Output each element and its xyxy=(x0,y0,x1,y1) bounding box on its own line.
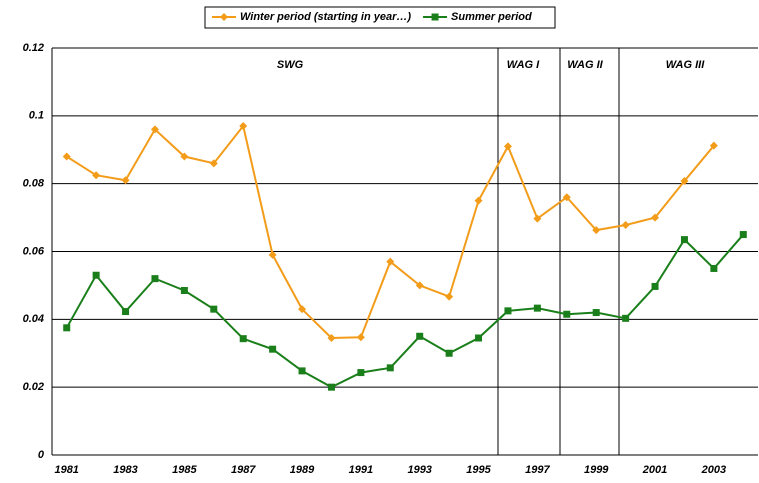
data-point xyxy=(563,310,571,318)
data-point xyxy=(121,176,130,185)
legend-label: Summer period xyxy=(451,11,532,23)
data-point xyxy=(298,367,306,375)
series xyxy=(62,122,718,342)
data-point xyxy=(533,214,542,223)
legend-label: Winter period (starting in year…) xyxy=(240,11,411,23)
data-point xyxy=(445,349,453,357)
data-point xyxy=(150,125,159,134)
x-tick-label: 1995 xyxy=(466,464,491,476)
legend-box xyxy=(204,6,556,29)
data-point xyxy=(416,332,424,340)
data-point xyxy=(445,292,454,301)
data-point xyxy=(533,304,541,312)
data-point xyxy=(503,142,512,151)
legend-marker xyxy=(431,13,439,21)
data-point xyxy=(180,287,188,295)
data-point xyxy=(327,383,335,391)
x-tick-label: 2001 xyxy=(642,464,667,476)
y-tick-label: 0.1 xyxy=(29,110,44,122)
data-point xyxy=(592,309,600,317)
data-point xyxy=(63,324,71,332)
y-tick-label: 0.08 xyxy=(23,178,45,190)
y-tick-label: 0 xyxy=(38,449,45,461)
data-point xyxy=(298,305,307,314)
data-point xyxy=(92,271,100,279)
y-tick-label: 0.04 xyxy=(23,313,44,325)
data-point xyxy=(710,264,718,272)
data-point xyxy=(180,152,189,161)
legend-item: Winter period (starting in year…) xyxy=(212,11,411,23)
y-tick-label: 0.02 xyxy=(23,381,44,393)
data-point xyxy=(651,282,659,290)
x-tick-label: 1987 xyxy=(231,464,256,476)
period-label: WAG I xyxy=(507,59,540,71)
data-point xyxy=(269,345,277,353)
data-point xyxy=(268,250,277,259)
y-tick-label: 0.12 xyxy=(23,42,44,54)
data-point xyxy=(621,221,630,230)
data-point xyxy=(239,122,248,131)
data-point xyxy=(357,369,365,377)
x-tick-label: 1999 xyxy=(584,464,609,476)
data-point xyxy=(327,333,336,342)
data-point xyxy=(651,213,660,222)
legend-marker xyxy=(220,13,228,21)
legend-item: Summer period xyxy=(423,11,532,23)
data-point xyxy=(239,335,247,343)
data-point xyxy=(622,314,630,322)
x-tick-label: 1991 xyxy=(349,464,373,476)
data-point xyxy=(592,226,601,235)
data-point xyxy=(504,307,512,315)
data-point xyxy=(415,281,424,290)
data-point xyxy=(210,305,218,313)
data-point xyxy=(680,236,688,244)
data-point xyxy=(209,159,218,168)
data-point xyxy=(151,275,159,283)
x-tick-label: 1989 xyxy=(290,464,315,476)
data-point xyxy=(680,176,689,185)
period-label: WAG II xyxy=(567,59,603,71)
x-tick-label: 1981 xyxy=(54,464,78,476)
data-point xyxy=(562,193,571,202)
data-point xyxy=(122,308,130,316)
data-point xyxy=(386,364,394,372)
period-label: WAG III xyxy=(666,59,705,71)
data-point xyxy=(709,141,718,150)
x-tick-label: 2003 xyxy=(701,464,726,476)
data-point xyxy=(356,333,365,342)
x-tick-label: 1985 xyxy=(172,464,197,476)
x-tick-label: 1997 xyxy=(525,464,550,476)
series xyxy=(63,231,747,391)
data-point xyxy=(92,171,101,180)
data-point xyxy=(386,257,395,266)
series-line xyxy=(65,233,745,389)
x-tick-label: 1983 xyxy=(113,464,137,476)
series-line xyxy=(66,123,715,339)
y-tick-label: 0.06 xyxy=(23,245,45,257)
data-point xyxy=(62,152,71,161)
data-point xyxy=(474,196,483,205)
data-point xyxy=(739,231,747,239)
x-tick-label: 1993 xyxy=(407,464,431,476)
period-label: SWG xyxy=(277,59,304,71)
data-point xyxy=(475,334,483,342)
